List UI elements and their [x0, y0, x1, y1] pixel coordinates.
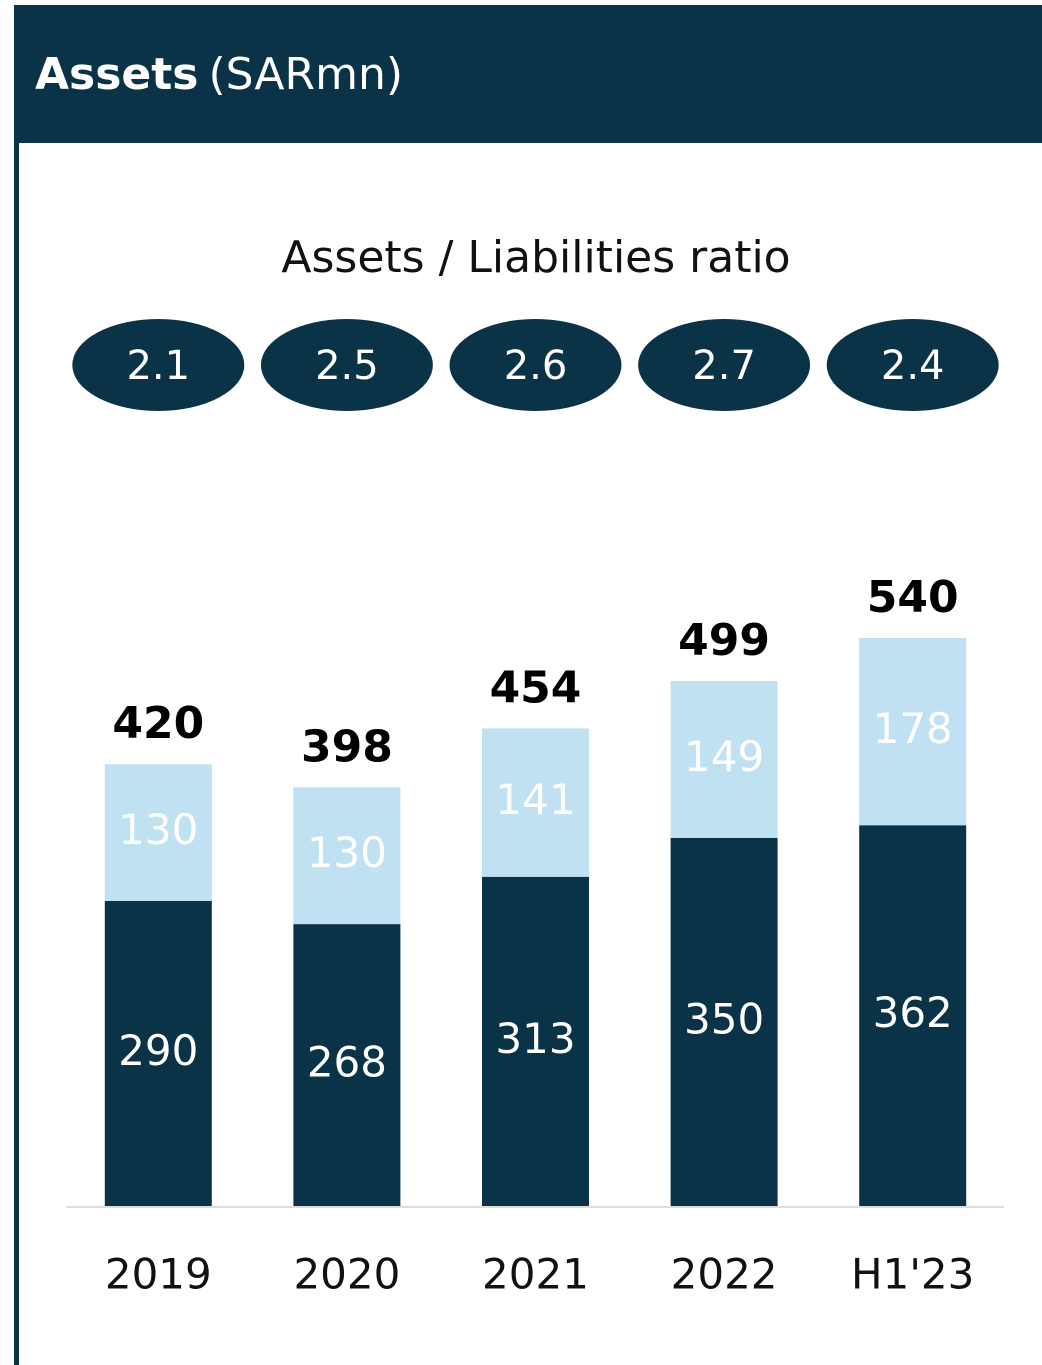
bar-segment	[670, 681, 778, 838]
bar-segment	[859, 825, 967, 1206]
ratio-badge	[638, 319, 811, 411]
ratio-badge	[72, 319, 245, 411]
ratio-value: 2.5	[315, 343, 379, 389]
bar-segment	[482, 728, 589, 877]
bar-segment	[104, 764, 212, 901]
ratio-badge	[826, 319, 999, 411]
left-border	[14, 5, 19, 1365]
segment-label: 130	[118, 805, 198, 854]
bar-segment	[859, 638, 967, 826]
segment-label: 350	[684, 994, 764, 1043]
ratio-badge	[449, 319, 622, 411]
chart-title: Assets (SARmn)	[35, 49, 403, 100]
unit: (SARmn)	[209, 49, 404, 100]
total-label: 454	[490, 662, 582, 713]
bar-segment	[293, 924, 401, 1206]
ratio-badge	[260, 319, 433, 411]
x-tick-label: 2021	[482, 1250, 589, 1299]
bar-segment	[670, 837, 778, 1206]
ratio-value: 2.6	[504, 343, 568, 389]
x-tick-label: 2020	[293, 1250, 400, 1299]
total-label: 499	[678, 615, 770, 666]
segment-label: 313	[495, 1014, 575, 1063]
header-band	[14, 5, 1042, 143]
x-tick-label: 2022	[671, 1250, 778, 1299]
bar-segment	[293, 787, 401, 925]
segment-label: 362	[873, 988, 953, 1037]
title: Assets	[35, 49, 199, 100]
ratio-label: Assets / Liabilities ratio	[281, 232, 790, 283]
x-tick-label: 2019	[105, 1250, 212, 1299]
segment-label: 268	[307, 1038, 387, 1087]
total-label: 398	[301, 721, 393, 772]
x-tick-label: H1'23	[851, 1250, 974, 1299]
total-label: 420	[112, 698, 204, 749]
ratio-value: 2.1	[126, 343, 190, 389]
ratio-value: 2.4	[881, 343, 945, 389]
segment-label: 178	[873, 704, 953, 753]
total-label: 540	[867, 572, 959, 623]
segment-label: 290	[118, 1026, 198, 1075]
segment-label: 141	[495, 775, 575, 824]
bar-segment	[482, 876, 589, 1206]
ratio-value: 2.7	[692, 343, 756, 389]
segment-label: 130	[307, 828, 387, 877]
segment-label: 149	[684, 732, 764, 781]
bar-segment	[104, 900, 212, 1206]
